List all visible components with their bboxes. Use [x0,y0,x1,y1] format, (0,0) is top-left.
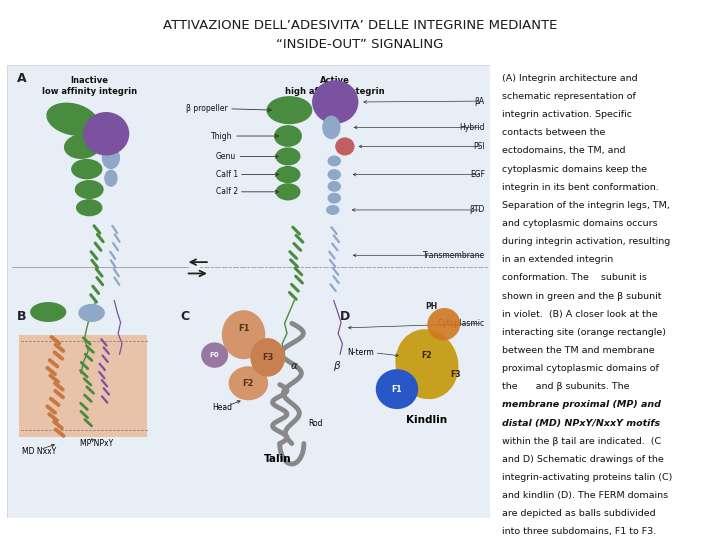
Ellipse shape [46,103,99,136]
Text: conformation. The    subunit is: conformation. The subunit is [502,273,647,282]
Ellipse shape [395,329,459,399]
Text: proximal cytoplasmic domains of: proximal cytoplasmic domains of [502,364,659,373]
Ellipse shape [276,147,300,165]
Text: D: D [340,310,351,323]
Ellipse shape [274,125,302,147]
Text: βA: βA [474,97,485,106]
Ellipse shape [328,156,341,166]
Circle shape [201,342,228,368]
Text: F3: F3 [451,370,461,379]
Text: α: α [291,361,297,370]
Text: F1: F1 [392,384,402,394]
Ellipse shape [76,199,102,217]
Text: ATTIVAZIONE DELL’ADESIVITA’ DELLE INTEGRINE MEDIANTE: ATTIVAZIONE DELL’ADESIVITA’ DELLE INTEGR… [163,19,557,32]
Text: Calf 2: Calf 2 [216,187,238,197]
Text: C: C [181,310,190,323]
Ellipse shape [266,96,312,124]
Text: F2: F2 [243,379,254,388]
FancyBboxPatch shape [7,65,490,518]
Text: and D) Schematic drawings of the: and D) Schematic drawings of the [502,455,664,464]
Text: ectodomains, the TM, and: ectodomains, the TM, and [502,146,626,156]
Ellipse shape [427,308,460,341]
Text: N-term: N-term [347,348,374,357]
Text: integrin in its bent conformation.: integrin in its bent conformation. [502,183,659,192]
Text: and cytoplasmic domains occurs: and cytoplasmic domains occurs [502,219,657,228]
Circle shape [336,137,354,156]
Ellipse shape [222,310,265,359]
Text: within the β tail are indicated.  (C: within the β tail are indicated. (C [502,437,661,445]
Text: in violet.  (B) A closer look at the: in violet. (B) A closer look at the [502,310,657,319]
Text: contacts between the: contacts between the [502,129,606,137]
Text: B: B [17,310,27,323]
Ellipse shape [251,338,285,377]
Text: A: A [17,72,27,85]
Ellipse shape [276,166,300,183]
Ellipse shape [78,304,105,322]
Ellipse shape [326,205,340,215]
Text: (A) Integrin architecture and: (A) Integrin architecture and [502,74,638,83]
Text: β: β [333,361,340,370]
Ellipse shape [229,366,268,400]
Text: Rod: Rod [309,418,323,428]
Text: EGF: EGF [469,170,485,179]
Text: Cytoplasmic: Cytoplasmic [438,319,485,328]
Text: PH: PH [426,302,438,310]
Circle shape [376,369,418,409]
Text: integrin-activating proteins talin (C): integrin-activating proteins talin (C) [502,473,672,482]
Ellipse shape [30,302,66,322]
Text: distal (MD) NPxY/NxxY motifs: distal (MD) NPxY/NxxY motifs [502,418,660,428]
Text: during integrin activation, resulting: during integrin activation, resulting [502,237,670,246]
Text: F3: F3 [262,353,274,362]
Text: interacting site (orange rectangle): interacting site (orange rectangle) [502,328,666,337]
Text: integrin activation. Specific: integrin activation. Specific [502,110,632,119]
Text: Calf 1: Calf 1 [216,170,238,179]
Text: Active
high affinity integrin: Active high affinity integrin [285,76,385,96]
Text: Genu: Genu [216,152,236,161]
Ellipse shape [328,169,341,180]
Text: between the TM and membrane: between the TM and membrane [502,346,654,355]
Text: MD NxxY: MD NxxY [22,447,56,456]
Text: Transmembrane: Transmembrane [423,251,485,260]
Text: MP NPxY: MP NPxY [80,439,113,448]
Text: β propeller: β propeller [186,104,228,113]
Text: PSI: PSI [473,142,485,151]
Ellipse shape [71,159,102,179]
Circle shape [83,112,130,156]
Text: in an extended integrin: in an extended integrin [502,255,613,264]
Text: F2: F2 [422,350,432,360]
Ellipse shape [276,183,300,200]
Text: Head: Head [212,403,232,412]
Text: F0: F0 [210,352,220,358]
Text: “INSIDE-OUT” SIGNALING: “INSIDE-OUT” SIGNALING [276,38,444,51]
Text: are depicted as balls subdivided: are depicted as balls subdivided [502,509,656,518]
Ellipse shape [323,116,341,139]
Text: the      and β subunits. The: the and β subunits. The [502,382,629,392]
Text: cytoplasmic domains keep the: cytoplasmic domains keep the [502,165,647,173]
Text: Inactive
low affinity integrin: Inactive low affinity integrin [42,76,137,96]
Text: Talin: Talin [264,455,291,464]
Text: Hybrid: Hybrid [459,123,485,132]
Ellipse shape [75,180,104,199]
Text: F1: F1 [238,325,249,333]
Text: membrane proximal (MP) and: membrane proximal (MP) and [502,401,661,409]
Text: Thigh: Thigh [212,132,233,140]
Text: into three subdomains, F1 to F3.: into three subdomains, F1 to F3. [502,528,656,536]
FancyBboxPatch shape [19,335,147,437]
Ellipse shape [102,146,120,169]
Ellipse shape [328,181,341,192]
Text: Kindlin: Kindlin [406,415,447,424]
Ellipse shape [104,170,117,187]
Ellipse shape [64,134,100,159]
Ellipse shape [328,193,341,204]
Text: schematic representation of: schematic representation of [502,92,636,101]
Text: Separation of the integrin legs, TM,: Separation of the integrin legs, TM, [502,201,670,210]
Text: βTD: βTD [469,205,485,214]
Circle shape [312,80,359,124]
Text: shown in green and the β subunit: shown in green and the β subunit [502,292,662,301]
Text: and kindlin (D). The FERM domains: and kindlin (D). The FERM domains [502,491,668,500]
